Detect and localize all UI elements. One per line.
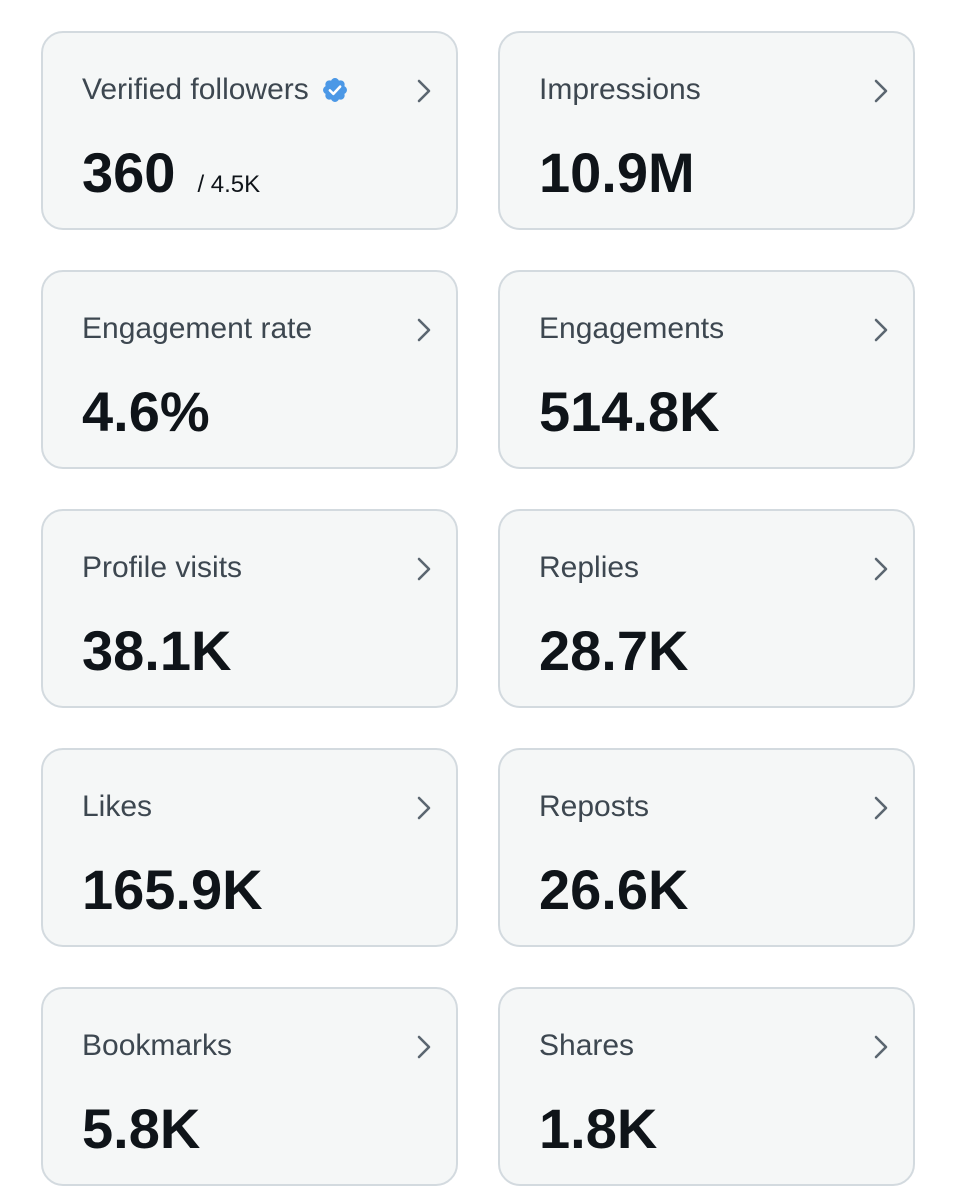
chevron-right-icon[interactable]: [414, 1033, 436, 1061]
metric-label: Verified followers: [82, 73, 309, 106]
metric-total-value: / 4.5K: [197, 171, 261, 198]
analytics-metrics-grid: Verified followers 360 / 4.5K Impression…: [41, 31, 915, 1186]
metric-value: 4.6%: [82, 380, 210, 443]
metric-label: Engagements: [539, 312, 725, 345]
metric-label-container: Verified followers: [82, 72, 349, 108]
metric-card-bookmarks[interactable]: Bookmarks 5.8K: [41, 987, 458, 1186]
chevron-right-icon[interactable]: [871, 77, 893, 105]
metric-value-container: 360 / 4.5K: [82, 141, 260, 217]
chevron-right-icon[interactable]: [871, 316, 893, 344]
metric-card-likes[interactable]: Likes 165.9K: [41, 748, 458, 947]
metric-card-profile-visits[interactable]: Profile visits 38.1K: [41, 509, 458, 708]
metric-value: 1.8K: [539, 1097, 658, 1160]
metric-label: Bookmarks: [82, 1029, 233, 1062]
metric-value: 5.8K: [82, 1097, 201, 1160]
metric-label: Shares: [539, 1029, 635, 1062]
metric-card-shares[interactable]: Shares 1.8K: [498, 987, 915, 1186]
metric-value: 26.6K: [539, 858, 689, 921]
chevron-right-icon[interactable]: [414, 794, 436, 822]
metric-value: 10.9M: [539, 141, 695, 204]
chevron-right-icon[interactable]: [414, 555, 436, 583]
metric-card-engagements[interactable]: Engagements 514.8K: [498, 270, 915, 469]
metric-value: 38.1K: [82, 619, 232, 682]
chevron-right-icon[interactable]: [871, 1033, 893, 1061]
metric-card-impressions[interactable]: Impressions 10.9M: [498, 31, 915, 230]
metric-value: 360: [82, 141, 176, 204]
metric-card-reposts[interactable]: Reposts 26.6K: [498, 748, 915, 947]
verified-badge-icon: [321, 76, 349, 104]
metric-label: Replies: [539, 551, 640, 584]
metric-label: Reposts: [539, 790, 650, 823]
chevron-right-icon[interactable]: [871, 555, 893, 583]
metric-value: 165.9K: [82, 858, 263, 921]
metric-card-engagement-rate[interactable]: Engagement rate 4.6%: [41, 270, 458, 469]
metric-label: Likes: [82, 790, 153, 823]
metric-card-replies[interactable]: Replies 28.7K: [498, 509, 915, 708]
chevron-right-icon[interactable]: [414, 316, 436, 344]
metric-label: Engagement rate: [82, 312, 313, 345]
metric-value: 514.8K: [539, 380, 720, 443]
metric-label: Profile visits: [82, 551, 243, 584]
metric-card-verified-followers[interactable]: Verified followers 360 / 4.5K: [41, 31, 458, 230]
metric-label: Impressions: [539, 73, 701, 106]
chevron-right-icon[interactable]: [871, 794, 893, 822]
chevron-right-icon[interactable]: [414, 77, 436, 105]
metric-value: 28.7K: [539, 619, 689, 682]
